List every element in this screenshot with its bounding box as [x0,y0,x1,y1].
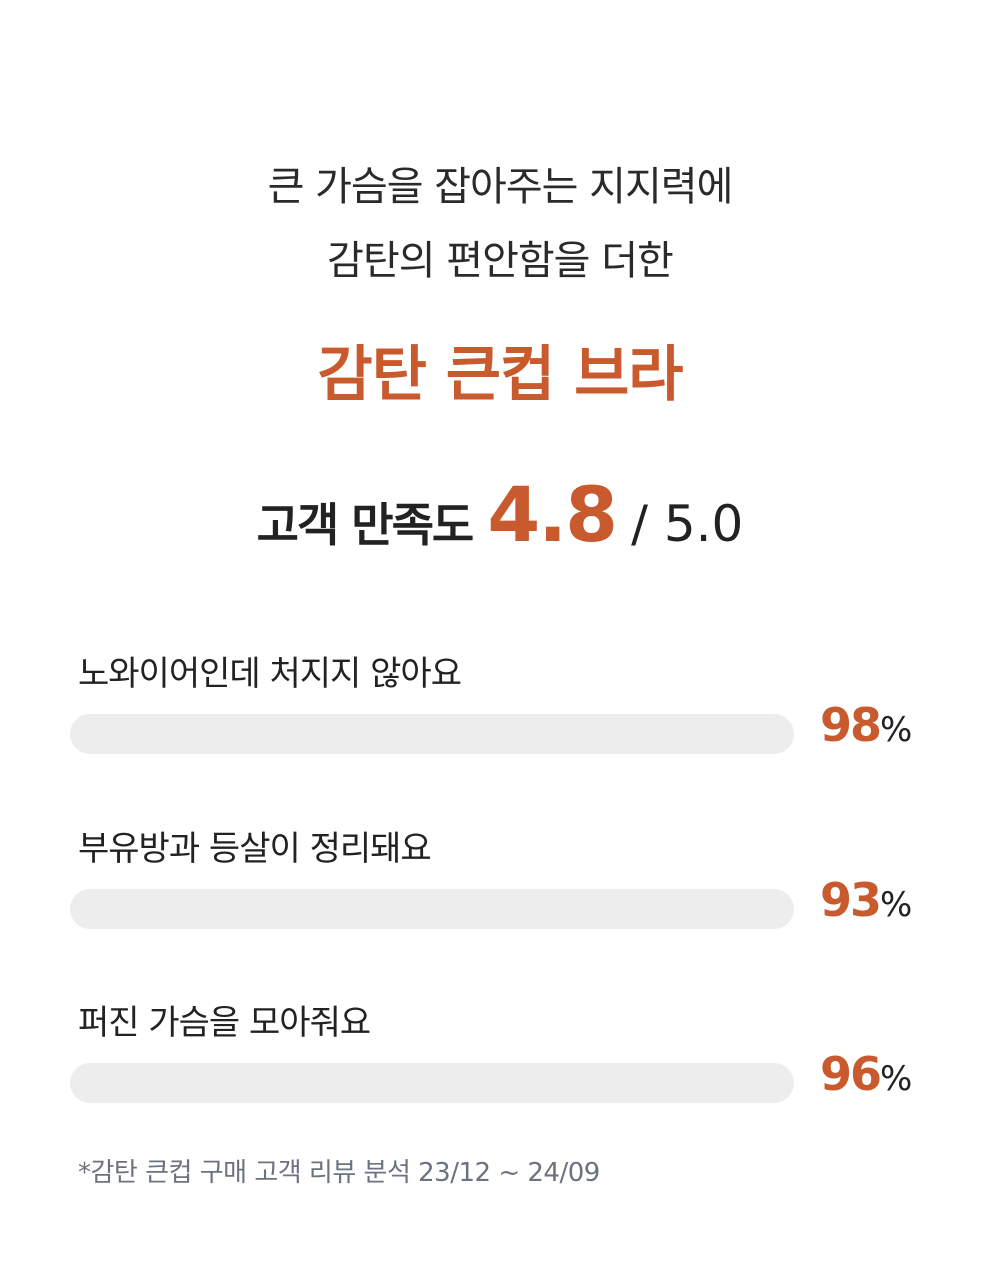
stat-label: 노와이어인데 처지지 않아요 [78,654,462,694]
stat-progress-fill [70,1063,766,1103]
stat-percent: 93% [820,873,912,927]
satisfaction-rating: 고객 만족도 4.8 / 5.0 [0,470,1000,559]
rating-label: 고객 만족도 [256,498,475,552]
intro-line-1: 큰 가슴을 잡아주는 지지력에 [267,164,734,210]
intro-text: 큰 가슴을 잡아주는 지지력에 감탄의 편안함을 더한 [0,150,1000,298]
stat-percent-value: 96 [820,1047,882,1101]
stat-label: 부유방과 등살이 정리돼요 [78,829,432,869]
product-name: 감탄 큰컵 브라 [317,340,684,410]
stat-percent: 96% [820,1047,912,1101]
stat-progress-fill [70,889,744,929]
stat-percent-value: 98 [820,698,882,752]
stat-item: 노와이어인데 처지지 않아요 98% [70,646,938,754]
stat-progress-bar [70,1063,794,1103]
stat-item: 부유방과 등살이 정리돼요 93% [70,821,938,929]
stat-percent-sign: % [880,1059,913,1099]
stat-percent: 98% [820,698,912,752]
stat-item: 퍼진 가슴을 모아줘요 96% [70,995,938,1103]
stat-label: 퍼진 가슴을 모아줘요 [78,1003,371,1043]
footnote: *감탄 큰컵 구매 고객 리뷰 분석 23/12 ~ 24/09 [78,1158,600,1188]
rating-score: 4.8 [487,470,618,559]
stat-progress-fill [70,714,780,754]
stat-percent-value: 93 [820,873,882,927]
stat-percent-sign: % [880,885,913,925]
stat-progress-bar [70,889,794,929]
rating-max: / 5.0 [631,495,744,553]
stat-progress-bar [70,714,794,754]
stat-percent-sign: % [880,710,913,750]
intro-line-2: 감탄의 편안함을 더한 [327,238,674,284]
